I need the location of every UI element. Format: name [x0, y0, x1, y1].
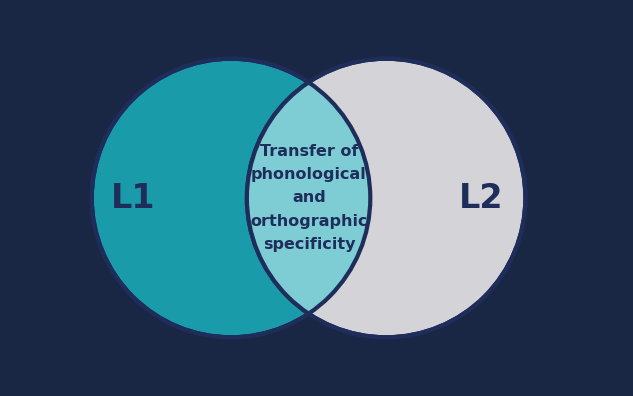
Ellipse shape — [247, 59, 525, 337]
Ellipse shape — [92, 59, 370, 337]
Text: L1: L1 — [111, 181, 155, 215]
Ellipse shape — [92, 59, 370, 337]
Text: L2: L2 — [459, 181, 503, 215]
Text: Transfer of
phonological
and
orthographic
specificity: Transfer of phonological and orthographi… — [250, 144, 368, 252]
